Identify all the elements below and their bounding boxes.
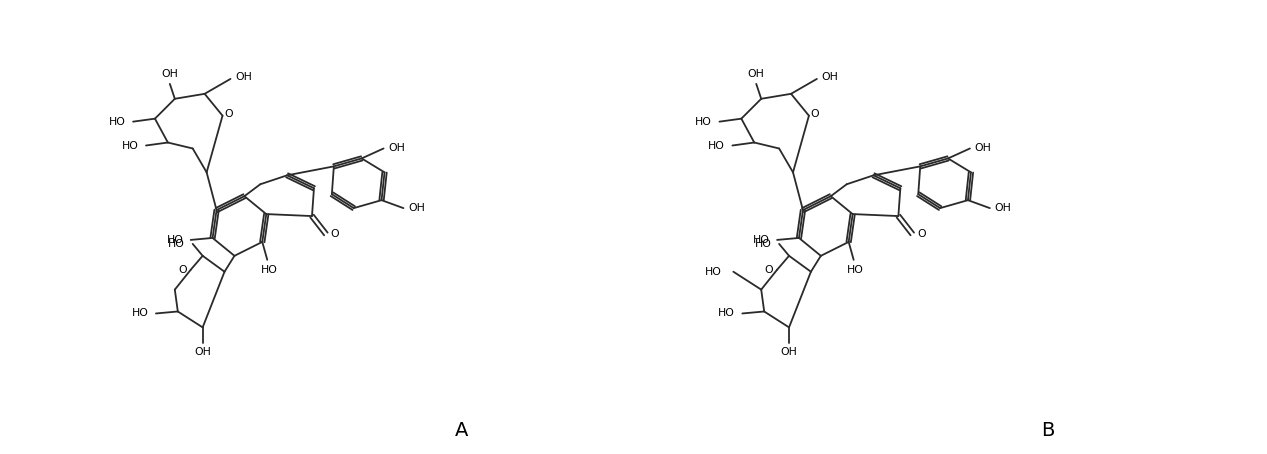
- Text: OH: OH: [974, 143, 991, 153]
- Text: OH: OH: [821, 72, 839, 82]
- Text: O: O: [765, 265, 773, 275]
- Text: HO: HO: [696, 117, 712, 127]
- Text: HO: HO: [122, 140, 138, 151]
- Text: HO: HO: [753, 235, 769, 245]
- Text: O: O: [331, 229, 340, 239]
- Text: OH: OH: [194, 347, 212, 357]
- Text: HO: HO: [261, 265, 277, 275]
- Text: A: A: [455, 421, 468, 440]
- Text: O: O: [224, 109, 233, 118]
- Text: OH: OH: [995, 203, 1011, 213]
- Text: HO: HO: [704, 266, 722, 277]
- Text: OH: OH: [408, 203, 424, 213]
- Text: HO: HO: [166, 235, 184, 245]
- Text: HO: HO: [848, 265, 864, 275]
- Text: OH: OH: [161, 69, 179, 79]
- Text: HO: HO: [109, 117, 125, 127]
- Text: HO: HO: [132, 308, 148, 318]
- Text: HO: HO: [169, 239, 185, 249]
- Text: OH: OH: [388, 143, 405, 153]
- Text: OH: OH: [234, 72, 252, 82]
- Text: O: O: [811, 109, 820, 118]
- Text: HO: HO: [755, 239, 772, 249]
- Text: B: B: [1040, 421, 1054, 440]
- Text: O: O: [917, 229, 925, 239]
- Text: OH: OH: [780, 347, 797, 357]
- Text: HO: HO: [708, 140, 725, 151]
- Text: OH: OH: [748, 69, 765, 79]
- Text: O: O: [179, 265, 188, 275]
- Text: HO: HO: [718, 308, 735, 318]
